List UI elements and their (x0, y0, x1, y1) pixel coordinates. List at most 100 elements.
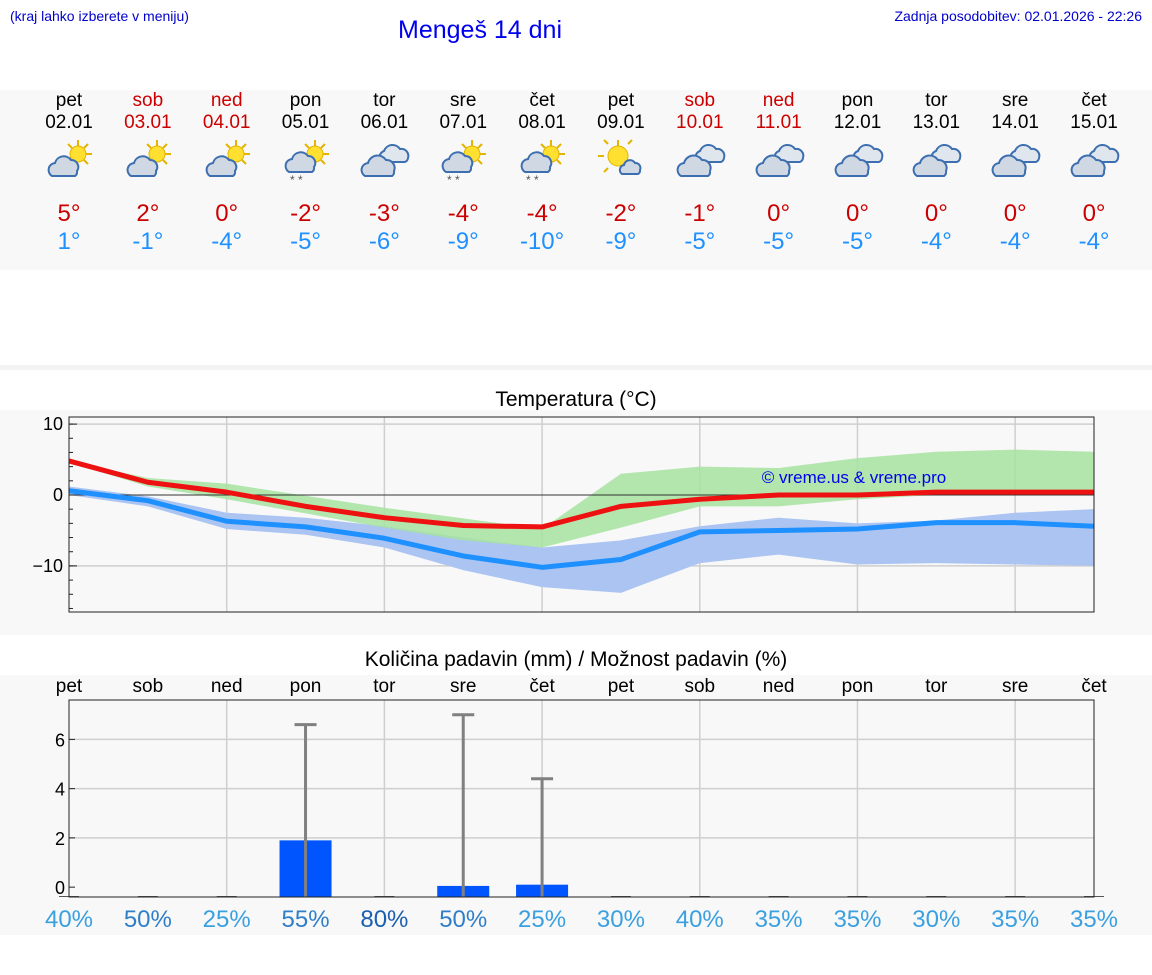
day-date: 10.01 (676, 112, 724, 133)
y-tick-label: 0 (55, 878, 65, 898)
category-label: čet (1081, 676, 1107, 697)
day-name: tor (373, 90, 396, 111)
category-label: sob (133, 676, 164, 697)
error-bar (452, 713, 475, 897)
max-temperature: -3° (368, 200, 400, 227)
day-13: čet 15.01 0° -4° (1055, 90, 1133, 260)
cloud-icon (675, 138, 729, 184)
day-12: sre 14.01 0° -4° (976, 90, 1054, 260)
category-label: pon (842, 676, 874, 697)
temperature-chart-title: Temperatura (°C) (495, 388, 657, 411)
precipitation-probability: 35% (755, 906, 803, 933)
plot-frame (68, 416, 1095, 613)
min-temperature: -10° (519, 228, 565, 255)
day-2: ned 04.01 0° -4° (188, 90, 266, 260)
precipitation-probability: 80% (360, 906, 408, 933)
error-bar (531, 777, 554, 897)
precipitation-chart: pet sob ned pon tor sre čet pet sob ned pon tor sre č… (45, 676, 1118, 933)
separator (0, 365, 1152, 370)
day-date: 15.01 (1070, 112, 1118, 133)
day-date: 13.01 (912, 112, 961, 133)
y-tick-label: 10 (43, 414, 63, 434)
watermark: © vreme.us & vreme.pro (762, 468, 946, 487)
max-temperature: 2° (136, 200, 160, 227)
category-label: sre (1002, 676, 1028, 697)
category-label: pet (56, 676, 83, 697)
max-temperature: -1° (684, 200, 716, 227)
max-temperature: -2° (605, 200, 637, 227)
day-11: tor 13.01 0° -4° (897, 90, 975, 260)
cloud-icon (990, 138, 1044, 184)
min-temperature: -5° (763, 228, 795, 255)
precipitation-probability: 50% (124, 906, 172, 933)
day-9: ned 11.01 0° -5° (740, 90, 818, 260)
day-date: 06.01 (360, 112, 409, 133)
y-tick-label: 4 (55, 780, 65, 800)
sun-cloud-icon (44, 138, 98, 184)
day-date: 03.01 (124, 112, 172, 133)
last-update: Zadnja posodobitev: 02.01.2026 - 22:26 (894, 8, 1142, 24)
max-temperature: 0° (846, 200, 869, 227)
day-name: pon (841, 90, 874, 111)
precipitation-probability: 35% (991, 906, 1039, 933)
cloud-icon (359, 138, 413, 184)
y-tick-label: 0 (53, 485, 63, 505)
min-temperature: -1° (132, 228, 164, 255)
page-title: Mengeš 14 dni (398, 16, 563, 44)
cloud-icon (833, 138, 887, 184)
category-label: sre (450, 676, 476, 697)
error-bar (294, 723, 317, 897)
day-date: 14.01 (991, 112, 1039, 133)
min-temperature-line (68, 488, 1095, 570)
precipitation-chart-title: Količina padavin (mm) / Možnost padavin … (364, 648, 788, 671)
precipitation-probability: 35% (1070, 906, 1118, 933)
max-temperature: 0° (1082, 200, 1106, 227)
day-date: 07.01 (439, 112, 488, 133)
category-label: ned (763, 676, 795, 697)
day-date: 09.01 (597, 112, 645, 133)
sun-cloud-icon (202, 138, 256, 184)
day-date: 02.01 (45, 112, 93, 133)
min-temperature: -6° (368, 228, 400, 255)
precipitation-probability: 50% (439, 906, 487, 933)
category-label: tor (925, 676, 948, 697)
category-label: pon (290, 676, 322, 697)
min-temperature: -4° (211, 228, 243, 255)
category-label: tor (373, 676, 396, 697)
precipitation-probability: 40% (45, 906, 93, 933)
sun-cloud-snow-icon: * * (517, 138, 571, 187)
max-temperature: 0° (767, 200, 791, 227)
min-temperature: -4° (1078, 228, 1110, 255)
max-temperature: 0° (924, 200, 948, 227)
day-name: ned (210, 90, 243, 111)
day-name: sob (132, 90, 164, 111)
day-7: pet 09.01 -2° -9° (582, 90, 660, 260)
day-name: sre (1001, 90, 1029, 111)
day-10: pon 12.01 0° -5° (819, 90, 897, 260)
precipitation-probability: 30% (912, 906, 960, 933)
day-name: pet (55, 90, 83, 111)
sun-cloud-snow-icon: * * (281, 138, 335, 187)
cloud-icon (1069, 138, 1123, 184)
max-temperature: 5° (57, 200, 81, 227)
day-name: tor (925, 90, 948, 111)
min-temperature: -4° (999, 228, 1031, 255)
day-3: pon 05.01 * * -2° -5° (267, 90, 345, 260)
day-0: pet 02.01 5° 1° (30, 90, 108, 260)
day-name: čet (1081, 90, 1107, 111)
day-name: sob (684, 90, 716, 111)
precipitation-probability: 25% (518, 906, 566, 933)
svg-text:* *: * * (290, 173, 303, 184)
category-label: sob (684, 676, 715, 697)
y-tick-label: 2 (55, 829, 65, 849)
y-tick-label: −10 (32, 556, 63, 576)
day-name: sre (450, 90, 477, 111)
min-uncertainty-band (69, 486, 1094, 593)
max-uncertainty-band (69, 449, 1094, 548)
max-temperature: 0° (1003, 200, 1027, 227)
day-1: sob 03.01 2° -1° (109, 90, 187, 260)
day-4: tor 06.01 -3° -6° (345, 90, 423, 260)
location-menu-hint: (kraj lahko izberete v meniju) (10, 8, 189, 24)
day-8: sob 10.01 -1° -5° (661, 90, 739, 260)
min-temperature: 1° (57, 228, 81, 255)
